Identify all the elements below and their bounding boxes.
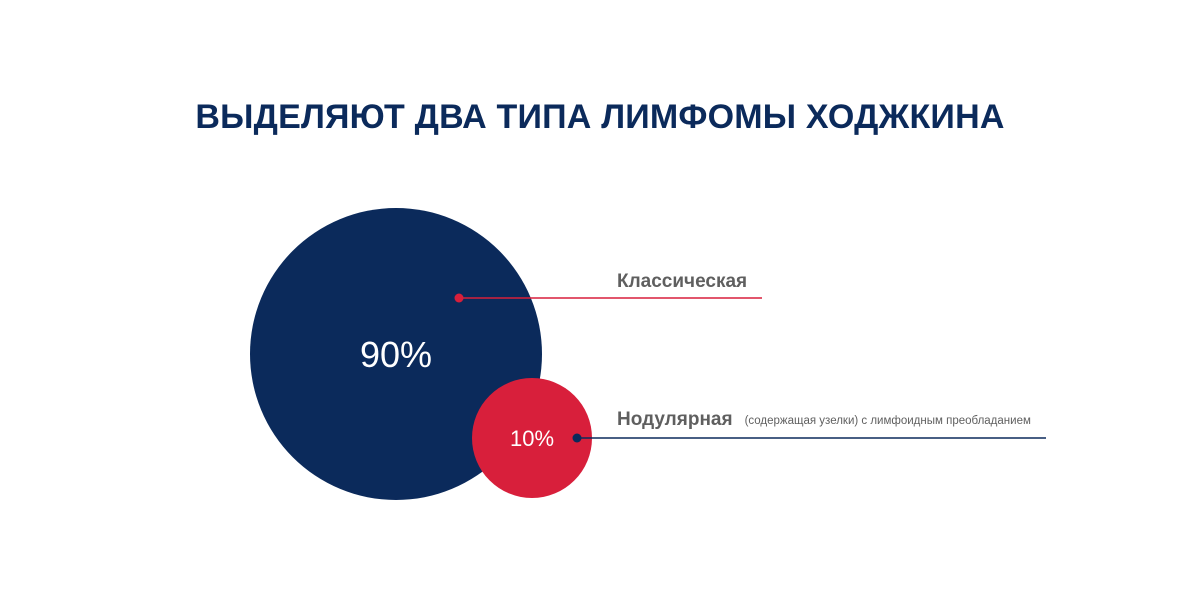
leader-dot-nodular: [572, 433, 582, 443]
labels-group: Классическая Нодулярная (содержащая узелки…: [617, 271, 1031, 430]
category-note-nodular: (содержащая узелки) с лимфоидным преобла…: [745, 415, 1031, 427]
leader-dot-classic: [454, 293, 464, 303]
category-label-nodular: Нодулярная: [617, 409, 733, 430]
bubbles-group: 90% 10%: [250, 208, 592, 500]
category-label-classic: Классическая: [617, 271, 747, 292]
bubble-nodular: [472, 378, 592, 498]
value-label-nodular: 10%: [510, 426, 554, 451]
bubble-classic: [250, 208, 542, 500]
page-title: ВЫДЕЛЯЮТ ДВА ТИПА ЛИМФОМЫ ХОДЖКИНА: [195, 98, 1005, 136]
value-label-classic: 90%: [360, 334, 432, 375]
leaders-group: [454, 293, 1046, 443]
